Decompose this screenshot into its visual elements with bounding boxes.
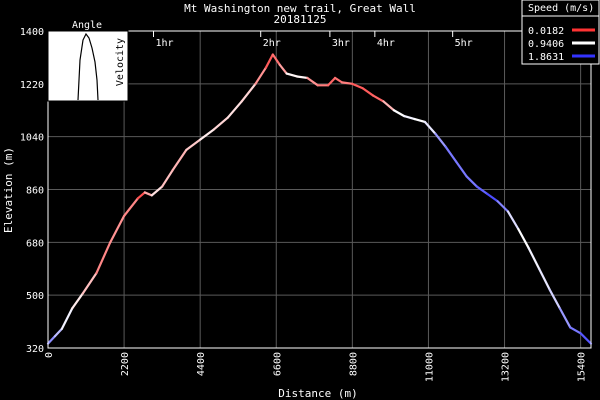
inset-background — [47, 30, 129, 102]
trail-segment — [333, 76, 344, 84]
trail-segment — [53, 327, 63, 338]
x-tick-label: 13200 — [501, 352, 512, 382]
trail-segment — [136, 191, 146, 200]
legend-title: Speed (m/s) — [528, 3, 594, 14]
time-tick-label: 2hr — [263, 38, 281, 49]
x-tick-label: 4400 — [196, 352, 207, 376]
trail-segment — [506, 210, 520, 231]
trail-segment — [95, 241, 112, 275]
time-tick-label: 1hr — [155, 38, 173, 49]
chart-subtitle: 20181125 — [274, 13, 327, 26]
trail-segment — [486, 192, 499, 203]
trail-segment — [199, 128, 216, 141]
time-tick-label: 3hr — [332, 38, 350, 49]
trail-segment — [423, 120, 437, 135]
x-axis-label: Distance (m) — [278, 387, 357, 400]
trail-segment — [327, 76, 337, 87]
y-tick-label: 860 — [26, 186, 44, 197]
legend-entry-label: 1.8631 — [528, 52, 564, 63]
y-axis-label: Elevation (m) — [2, 147, 15, 233]
x-tick-label: 15400 — [577, 352, 588, 382]
trail-segment — [185, 138, 202, 151]
legend: Speed (m/s) 0.0182 0.9406 1.8631 — [521, 0, 600, 65]
trail-segment — [212, 116, 229, 131]
trail-segment — [71, 292, 84, 310]
trail-segment — [548, 288, 561, 310]
trail-segment — [150, 185, 164, 197]
trail-segment — [392, 109, 406, 118]
trail-segment — [361, 87, 375, 97]
trail-segment — [558, 307, 572, 329]
legend-entry-label: 0.0182 — [528, 26, 564, 37]
trail-segment — [226, 100, 243, 119]
inset-title: Angle — [72, 20, 102, 31]
trail-segment — [413, 117, 427, 124]
trail-segment — [109, 214, 126, 244]
trail-segment — [444, 145, 458, 163]
trail-segment — [295, 75, 309, 80]
legend-entry-label: 0.9406 — [528, 39, 564, 50]
trail-segment — [264, 53, 274, 69]
trail-profile — [46, 53, 593, 345]
trail-segment — [278, 63, 288, 75]
x-tick-label: 2200 — [120, 352, 131, 376]
trail-segment — [122, 197, 140, 218]
chart-title: Mt Washington new trail, Great Wall — [184, 2, 416, 15]
x-tick-label: 11000 — [424, 352, 435, 382]
y-tick-label: 1220 — [20, 80, 44, 91]
trail-segment — [171, 148, 188, 172]
trail-segment — [254, 66, 267, 85]
trail-segment — [372, 94, 385, 103]
trail-segment — [496, 200, 510, 213]
x-tick-labels: 0 2200 4400 6600 8800 11000 13200 15400 — [44, 352, 588, 382]
trail-segment — [517, 228, 530, 250]
trail-segment — [340, 81, 354, 85]
trail-segment — [465, 175, 478, 188]
x-tick-label: 8800 — [348, 352, 359, 376]
inset-curve — [77, 32, 99, 101]
trail-segment — [81, 272, 98, 295]
time-tick-label: 5hr — [455, 38, 473, 49]
trail-segment — [351, 82, 364, 90]
time-tick-label: 4hr — [377, 38, 395, 49]
trail-segment — [240, 82, 257, 103]
y-tick-label: 320 — [26, 344, 44, 355]
trail-segment — [143, 191, 153, 197]
inset-y-label: Velocity — [115, 38, 126, 86]
y-tick-label: 500 — [26, 291, 44, 302]
legend-entries: 0.0182 0.9406 1.8631 — [528, 26, 595, 63]
trail-segment — [455, 160, 468, 178]
trail-segment — [271, 53, 281, 66]
plot-frame — [47, 30, 592, 349]
legend-box — [521, 0, 600, 65]
x-tick-label: 6600 — [272, 352, 283, 376]
trail-segment — [46, 335, 57, 345]
trail-segment — [382, 100, 395, 112]
trail-segment — [434, 132, 447, 149]
y-tick-labels: 320 500 680 860 1040 1220 1400 — [20, 27, 44, 355]
trail-segment — [161, 169, 174, 188]
trail-segment — [569, 326, 582, 335]
grid-lines — [47, 30, 591, 349]
trail-segment — [475, 185, 489, 196]
trail-segment — [306, 76, 319, 87]
y-tick-label: 1040 — [20, 133, 44, 144]
x-tick-label: 0 — [44, 352, 55, 358]
trail-segment — [579, 332, 593, 345]
trail-segment — [527, 247, 541, 270]
inset-chart: Angle Velocity — [47, 20, 129, 102]
trail-segment — [403, 115, 416, 121]
trail-segment — [60, 307, 74, 331]
y-tick-label: 680 — [26, 238, 44, 249]
y-tick-label: 1400 — [20, 27, 44, 38]
trail-segment — [538, 267, 551, 291]
trail-segment — [285, 72, 299, 78]
